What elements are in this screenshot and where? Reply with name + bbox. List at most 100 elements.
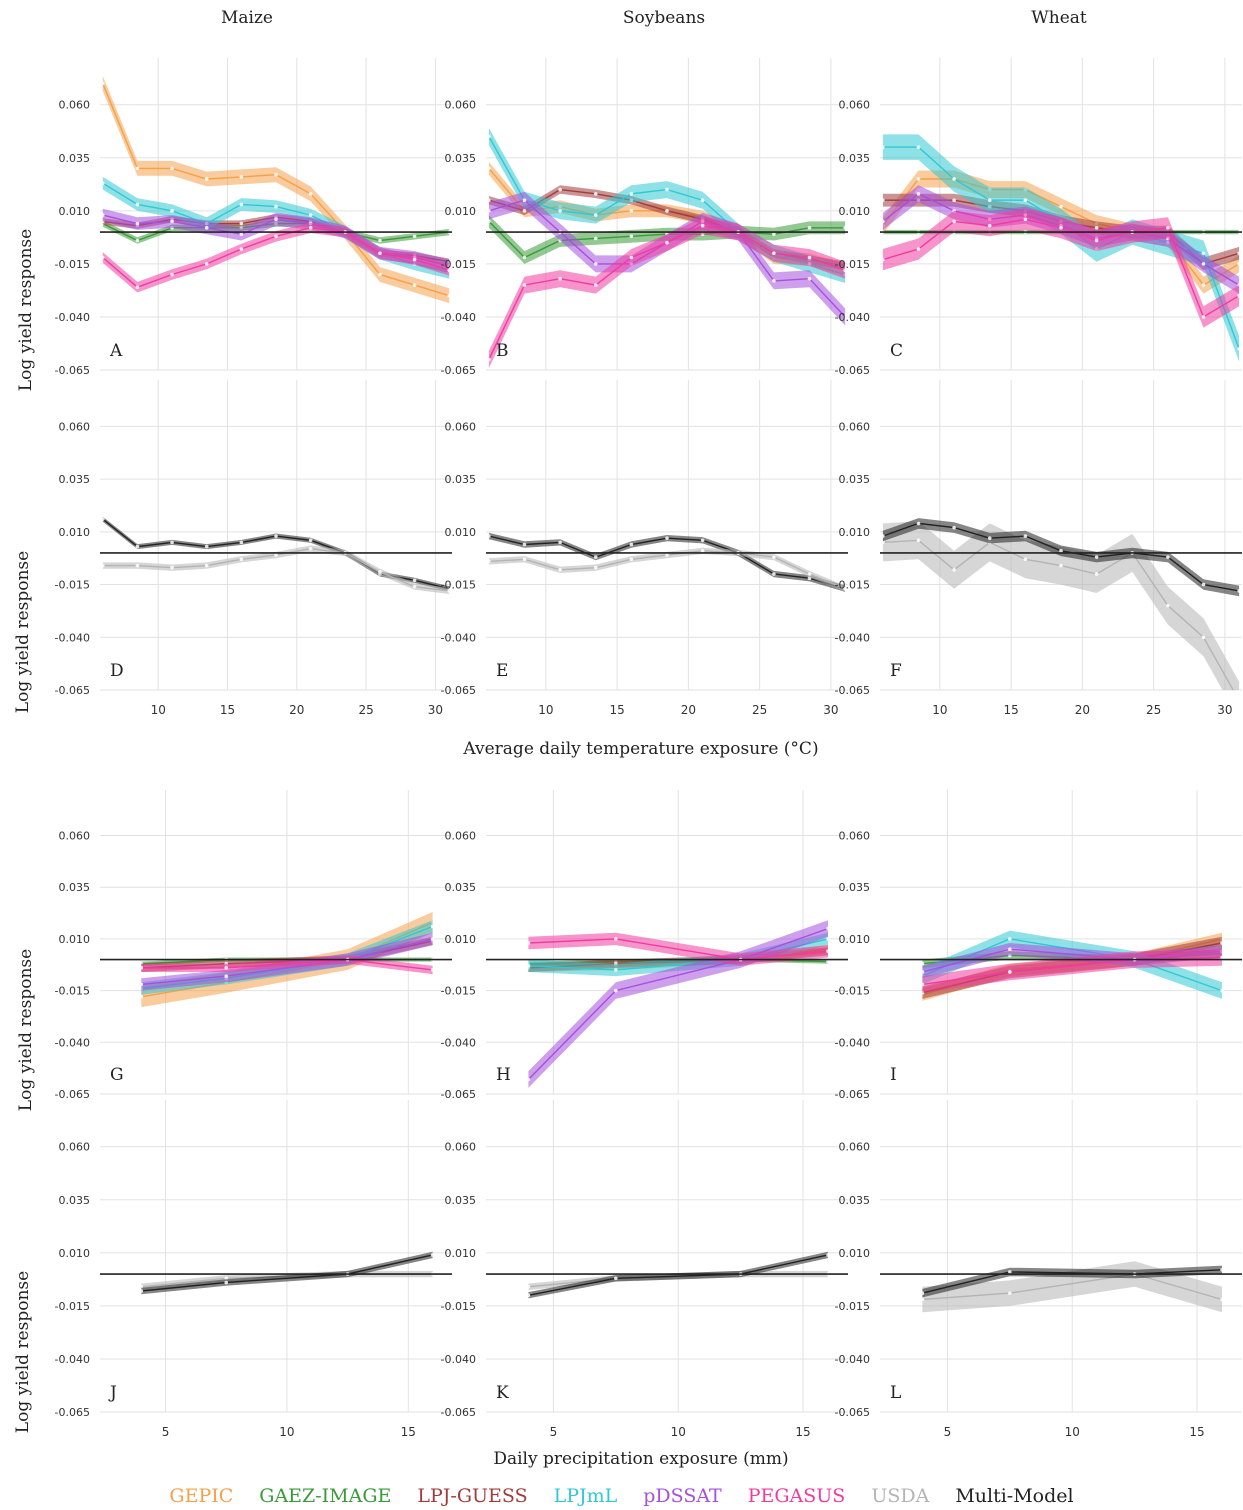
panel-label-f: F bbox=[890, 661, 902, 681]
y-tick-label-e: 0.060 bbox=[445, 420, 477, 433]
data-point-b bbox=[487, 219, 491, 224]
x-tick-label-k: 15 bbox=[795, 1425, 810, 1439]
data-point-c bbox=[987, 198, 992, 203]
y-tick-label-a: -0.065 bbox=[55, 364, 90, 377]
y-tick-label-i: -0.065 bbox=[835, 1088, 870, 1101]
data-point-d bbox=[170, 565, 174, 570]
panel-f: 0.060 0.035 0.010 -0.015 -0.040 -0.065 10 15 20 2… bbox=[835, 380, 1242, 717]
data-point-e bbox=[593, 565, 598, 570]
series-line-j bbox=[141, 1254, 433, 1292]
data-point-a bbox=[100, 181, 105, 186]
data-point-d bbox=[378, 570, 382, 574]
data-point-b bbox=[772, 232, 776, 236]
data-point-g bbox=[430, 924, 435, 929]
y-tick-label-h: 0.035 bbox=[445, 881, 477, 894]
y-tick-label-l: -0.015 bbox=[835, 1300, 870, 1313]
data-point-e bbox=[772, 555, 776, 559]
data-point-c bbox=[1237, 262, 1241, 266]
y-tick-label-j: 0.060 bbox=[59, 1141, 91, 1154]
data-point-b bbox=[629, 192, 634, 196]
data-point-a bbox=[378, 272, 382, 277]
y-tick-label-e: 0.010 bbox=[445, 526, 477, 539]
x-tick-label-e: 15 bbox=[609, 703, 624, 717]
data-point-c bbox=[952, 198, 956, 203]
data-point-e bbox=[558, 540, 562, 545]
data-point-e bbox=[487, 559, 491, 564]
data-point-a bbox=[239, 232, 244, 236]
data-point-f bbox=[1059, 563, 1063, 568]
confidence-band-c bbox=[882, 134, 1240, 362]
panel-a: 0.060 0.035 0.010 -0.015 -0.040 -0.065 A bbox=[55, 58, 452, 377]
data-point-j bbox=[139, 1289, 144, 1293]
data-point-a bbox=[274, 204, 278, 209]
data-point-b bbox=[807, 225, 812, 230]
y-tick-label-f: 0.060 bbox=[839, 420, 871, 433]
data-point-h bbox=[826, 926, 830, 931]
series-line-h bbox=[528, 938, 829, 961]
y-tick-label-g: -0.015 bbox=[55, 985, 90, 998]
legend-item-pegasus: PEGASUS bbox=[747, 1485, 846, 1507]
y-tick-label-c: 0.060 bbox=[839, 99, 871, 112]
data-point-c bbox=[916, 247, 921, 251]
data-point-f bbox=[1094, 555, 1099, 559]
data-point-k bbox=[614, 1276, 618, 1281]
y-axis-title-row-2: Log yield response bbox=[13, 551, 33, 713]
y-tick-label-e: 0.035 bbox=[445, 473, 477, 486]
data-point-a bbox=[170, 166, 174, 171]
y-tick-label-b: -0.015 bbox=[441, 258, 476, 271]
data-point-i bbox=[1220, 941, 1224, 945]
data-point-b bbox=[665, 187, 669, 192]
data-point-l bbox=[1220, 1297, 1224, 1302]
data-point-c bbox=[1094, 225, 1099, 230]
data-point-h bbox=[526, 963, 531, 968]
data-point-a bbox=[239, 247, 244, 251]
panel-label-i: I bbox=[890, 1065, 897, 1085]
y-tick-label-f: -0.015 bbox=[835, 579, 870, 592]
data-point-l bbox=[920, 1291, 925, 1295]
data-point-d bbox=[239, 557, 244, 562]
data-point-c bbox=[1201, 315, 1206, 319]
confidence-band-c bbox=[882, 185, 1240, 294]
data-point-i bbox=[1008, 970, 1012, 974]
x-tick-label-j: 5 bbox=[162, 1425, 170, 1439]
panel-plot-area-d bbox=[100, 516, 452, 594]
data-point-g bbox=[430, 968, 435, 972]
data-point-h bbox=[826, 937, 830, 941]
confidence-band-a bbox=[102, 222, 450, 293]
panel-label-l: L bbox=[890, 1383, 901, 1403]
data-point-c bbox=[1094, 238, 1099, 243]
data-point-i bbox=[1008, 937, 1012, 941]
panel-i: 0.060 0.035 0.010 -0.015 -0.040 -0.065 I bbox=[835, 790, 1242, 1101]
data-point-d bbox=[135, 544, 140, 549]
data-point-b bbox=[487, 357, 491, 362]
y-tick-label-k: 0.035 bbox=[445, 1194, 477, 1207]
data-point-i bbox=[1220, 988, 1224, 993]
y-tick-label-h: -0.015 bbox=[441, 985, 476, 998]
confidence-band-j bbox=[141, 1270, 433, 1290]
data-point-i bbox=[920, 961, 925, 966]
y-tick-label-h: 0.010 bbox=[445, 933, 477, 946]
data-point-d bbox=[447, 589, 452, 593]
data-point-c bbox=[1059, 225, 1063, 230]
data-point-e bbox=[629, 542, 634, 547]
data-point-b bbox=[593, 283, 598, 287]
y-tick-label-g: 0.010 bbox=[59, 933, 91, 946]
data-point-c bbox=[987, 223, 992, 228]
data-point-g bbox=[430, 937, 435, 941]
y-tick-label-i: 0.010 bbox=[839, 933, 871, 946]
legend-item-lpj-guess: LPJ-GUESS bbox=[417, 1485, 528, 1507]
data-point-a bbox=[412, 283, 417, 287]
data-point-b bbox=[629, 255, 634, 260]
confidence-band-h bbox=[528, 932, 828, 977]
x-tick-label-f: 25 bbox=[1146, 703, 1161, 717]
data-point-f bbox=[1059, 549, 1063, 553]
x-tick-label-d: 10 bbox=[151, 703, 166, 717]
data-point-d bbox=[412, 584, 417, 589]
confidence-band-b bbox=[488, 191, 846, 326]
data-point-h bbox=[526, 941, 531, 945]
data-point-d bbox=[100, 517, 105, 521]
data-point-e bbox=[807, 572, 812, 576]
data-point-a bbox=[204, 262, 209, 266]
data-point-f bbox=[881, 540, 885, 545]
y-tick-label-g: 0.060 bbox=[59, 829, 91, 842]
